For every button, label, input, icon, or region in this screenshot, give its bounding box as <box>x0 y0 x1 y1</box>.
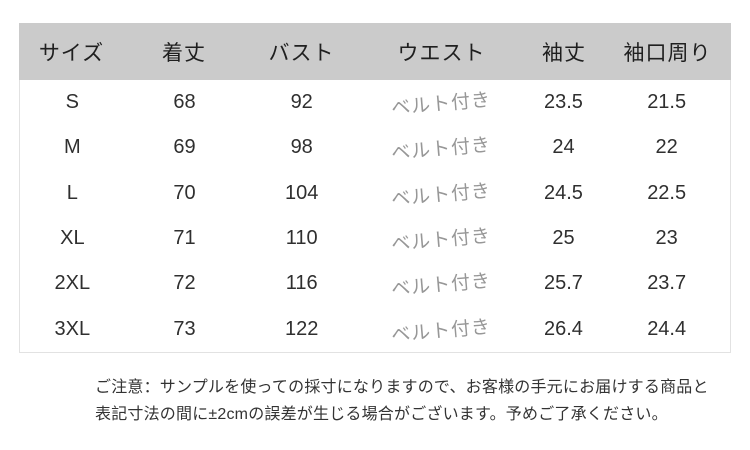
cell-waist: ベルト付き <box>359 270 524 301</box>
cell-bust: 110 <box>285 227 318 250</box>
table-header-row: サイズ 着丈 バスト ウエスト 袖丈 袖口周り <box>19 23 731 80</box>
cell-size: M <box>64 136 81 159</box>
cell-length: 73 <box>173 317 196 340</box>
belt-included-label: ベルト付き <box>390 316 493 347</box>
cell-length: 72 <box>173 272 196 295</box>
belt-included-label: ベルト付き <box>390 135 493 165</box>
cell-bust: 122 <box>285 317 319 340</box>
cell-size: 3XL <box>54 317 91 340</box>
cell-sleeve: 25.7 <box>543 272 583 295</box>
table-row: 3XL 73 122 ベルト付き 26.4 24.4 <box>20 307 730 352</box>
header-cell-length: 着丈 <box>162 41 206 65</box>
cell-bust: 98 <box>290 136 313 159</box>
cell-cuff: 22.5 <box>647 181 687 204</box>
table-row: L 70 104 ベルト付き 24.5 22.5 <box>20 171 730 216</box>
cell-bust: 116 <box>285 272 318 295</box>
cell-waist: ベルト付き <box>359 180 524 210</box>
cell-bust: 92 <box>290 91 313 114</box>
cell-cuff: 21.5 <box>647 91 687 114</box>
cell-bust: 104 <box>285 181 319 204</box>
table-row: M 69 98 ベルト付き 24 22 <box>20 125 730 170</box>
cell-size: L <box>66 181 78 204</box>
header-cell-waist: ウエスト <box>397 41 486 65</box>
cell-sleeve: 26.4 <box>543 317 583 340</box>
cell-cuff: 23.7 <box>647 272 687 295</box>
table-row: S 68 92 ベルト付き 23.5 21.5 <box>20 80 730 125</box>
cell-waist: ベルト付き <box>359 134 524 165</box>
belt-included-label: ベルト付き <box>390 180 493 211</box>
cell-sleeve: 24.5 <box>543 181 583 204</box>
disclaimer-note: ご注意：サンプルを使っての採寸になりますので、お客様の手元にお届けする商品と 表… <box>95 374 709 428</box>
cell-length: 68 <box>173 91 196 114</box>
belt-included-label: ベルト付き <box>390 225 493 256</box>
table-body: S 68 92 ベルト付き 23.5 21.5 M 69 98 ベルト付き 24… <box>19 80 731 353</box>
cell-length: 69 <box>173 136 196 159</box>
cell-sleeve: 24 <box>552 136 575 159</box>
cell-waist: ベルト付き <box>359 316 524 346</box>
belt-included-label: ベルト付き <box>390 271 493 301</box>
disclaimer-line-1: ご注意：サンプルを使っての採寸になりますので、お客様の手元にお届けする商品と <box>95 379 709 396</box>
cell-waist: ベルト付き <box>359 225 524 256</box>
cell-size: XL <box>60 227 85 250</box>
cell-length: 70 <box>173 181 196 204</box>
cell-sleeve: 23.5 <box>543 91 583 114</box>
size-chart-table: サイズ 着丈 バスト ウエスト 袖丈 袖口周り S 68 92 ベルト付き 23… <box>19 23 731 353</box>
cell-length: 71 <box>173 227 196 250</box>
cell-cuff: 24.4 <box>647 317 687 340</box>
cell-sleeve: 25 <box>552 227 575 250</box>
cell-size: 2XL <box>54 272 91 295</box>
belt-included-label: ベルト付き <box>390 89 493 120</box>
table-row: 2XL 72 116 ベルト付き 25.7 23.7 <box>20 261 730 306</box>
disclaimer-line-2: 表記寸法の間に±2cmの誤差が生じる場合がございます。予めご了承ください。 <box>95 406 668 423</box>
header-cell-bust: バスト <box>268 41 335 65</box>
table-row: XL 71 110 ベルト付き 25 23 <box>20 216 730 261</box>
cell-waist: ベルト付き <box>359 89 524 120</box>
cell-cuff: 23 <box>655 227 678 250</box>
header-cell-sleeve: 袖丈 <box>542 41 586 65</box>
cell-size: S <box>65 91 80 114</box>
header-cell-size: サイズ <box>38 41 105 65</box>
header-cell-cuff: 袖口周り <box>623 41 712 65</box>
cell-cuff: 22 <box>655 136 678 159</box>
